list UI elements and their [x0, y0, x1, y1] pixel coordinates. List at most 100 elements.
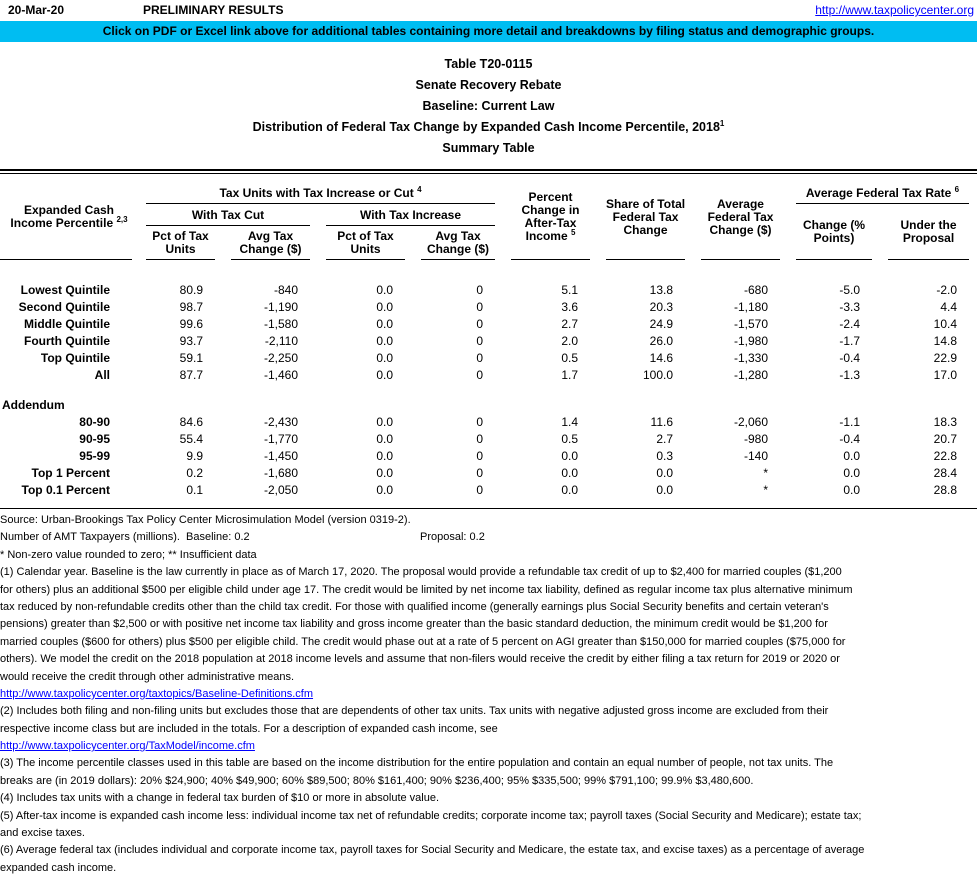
- cell: -2.0: [936, 282, 958, 297]
- cell: -2.4: [839, 316, 861, 331]
- table-top-double-rule: [0, 169, 977, 174]
- date-label: 20-Mar-20: [8, 3, 65, 17]
- cell: 24.9: [649, 316, 674, 331]
- footnote-line: tax reduced by non-refundable credits ot…: [0, 600, 829, 613]
- cell: 84.6: [179, 414, 203, 429]
- cell: 17.0: [933, 367, 958, 382]
- cell: -1,280: [733, 367, 769, 382]
- footnotes: (1) Calendar year. Baseline is the law c…: [0, 564, 977, 877]
- cell: 5.1: [561, 282, 579, 297]
- cell: 80.9: [179, 282, 203, 297]
- symbols-note: * Non-zero value rounded to zero; ** Ins…: [0, 548, 257, 561]
- cell: 0.0: [843, 465, 861, 480]
- cell: 10.4: [933, 316, 958, 331]
- row-label: Fourth Quintile: [24, 333, 110, 348]
- cell: -2,110: [264, 333, 298, 348]
- cell: 0: [476, 482, 484, 497]
- table-row: All 87.7 -1,460 0.0 0 1.7 100.0 -1,280 -1.3 17.0: [0, 366, 977, 383]
- cell: 98.7: [179, 299, 203, 314]
- cell: 0.5: [561, 431, 579, 446]
- cell: 0: [476, 350, 484, 365]
- cell: 0: [476, 282, 484, 297]
- col-header-rate-change-points: Change (% Points): [788, 204, 880, 260]
- row-label: Lowest Quintile: [20, 282, 110, 297]
- cell: 0.0: [376, 316, 393, 331]
- cell: 0.0: [656, 465, 674, 480]
- cell: 0.0: [376, 431, 393, 446]
- cell: 0.0: [843, 482, 861, 497]
- footnote-line: and excise taxes.: [0, 827, 85, 840]
- footnote-link[interactable]: http://www.taxpolicycenter.org/TaxModel/…: [0, 740, 255, 753]
- spacer-row: [0, 383, 977, 396]
- group-header-average-federal-tax-rate: Average Federal Tax Rate 6: [788, 174, 977, 204]
- footnote-line: breaks are (in 2019 dollars): 20% $24,90…: [0, 774, 754, 787]
- cell: 26.0: [649, 333, 674, 348]
- cell: 0.0: [656, 482, 674, 497]
- cell: 1.7: [561, 367, 579, 382]
- cell: -2,250: [263, 350, 298, 365]
- cell: 100.0: [642, 367, 674, 382]
- table-row: Lowest Quintile 80.9 -840 0.0 0 5.1 13.8 -680 -5…: [0, 281, 977, 298]
- cell: 0.0: [376, 482, 393, 497]
- cell: -5.0: [839, 282, 861, 297]
- footnote-line: for others) plus an additional $500 per …: [0, 583, 853, 596]
- cell: 20.7: [933, 431, 958, 446]
- cell: 0: [476, 367, 484, 382]
- cell: -140: [743, 448, 769, 463]
- cell: 0.0: [376, 465, 393, 480]
- footnote-link[interactable]: http://www.taxpolicycenter.org/taxtopics…: [0, 687, 314, 700]
- cell: 1.4: [561, 414, 579, 429]
- amt-taxpayers-line: Number of AMT Taxpayers (millions). Base…: [0, 529, 977, 546]
- footnote-line: respective income class but are included…: [0, 722, 498, 735]
- footnote-line: married couples ($600 for others) plus $…: [0, 635, 846, 648]
- cell: 22.8: [933, 448, 958, 463]
- footnote-ref-1: 1: [719, 118, 725, 128]
- row-label: Middle Quintile: [24, 316, 110, 331]
- cell: 59.1: [179, 350, 203, 365]
- cell: 55.4: [179, 431, 203, 446]
- footnote-line: (1) Calendar year. Baseline is the law c…: [0, 566, 842, 579]
- cell: 99.6: [179, 316, 203, 331]
- cell: -0.4: [839, 431, 861, 446]
- spacer-row: [0, 260, 977, 281]
- row-label: All: [94, 367, 110, 382]
- cell: 14.6: [649, 350, 674, 365]
- cell: 11.6: [650, 414, 674, 429]
- taxpolicycenter-link[interactable]: http://www.taxpolicycenter.org: [815, 3, 974, 17]
- footnote-link-line: http://www.taxpolicycenter.org/TaxModel/…: [0, 738, 977, 755]
- cell: -1.7: [839, 333, 861, 348]
- table-body: Lowest Quintile 80.9 -840 0.0 0 5.1 13.8 -680 -5…: [0, 260, 977, 508]
- source-line: Source: Urban-Brookings Tax Policy Cente…: [0, 514, 411, 526]
- col-header-rate-under-proposal: Under the Proposal: [880, 204, 977, 260]
- cell: -840: [273, 282, 298, 297]
- cell: 0.0: [561, 465, 579, 480]
- distribution-title: Distribution of Federal Tax Change by Ex…: [252, 118, 725, 134]
- cell: 2.0: [561, 333, 579, 348]
- footnote-line: (2) Includes both filing and non-filing …: [0, 705, 829, 718]
- cell: -1,330: [733, 350, 769, 365]
- cell: -0.4: [839, 350, 861, 365]
- group-header-with-tax-increase: With Tax Increase: [318, 204, 503, 226]
- cell: 93.7: [179, 333, 203, 348]
- cell: -1,770: [263, 431, 298, 446]
- table-row: 95-99 9.9 -1,450 0.0 0 0.0 0.3 -140 0.0 22.8: [0, 447, 977, 464]
- cell: 0.0: [376, 350, 393, 365]
- cell: 0.3: [656, 448, 674, 463]
- cell: -2,430: [263, 414, 298, 429]
- cell: -1,680: [263, 465, 298, 480]
- cell: 3.6: [561, 299, 579, 314]
- row-label: Second Quintile: [18, 299, 110, 314]
- cell: 0.0: [561, 448, 579, 463]
- spacer-row: [0, 498, 977, 508]
- table-row: Middle Quintile 99.6 -1,580 0.0 0 2.7 24.9 -1,5…: [0, 315, 977, 332]
- cell: 22.9: [933, 350, 958, 365]
- row-label: Top 0.1 Percent: [21, 482, 110, 497]
- cell: 2.7: [561, 316, 579, 331]
- cell: 0.1: [186, 482, 203, 497]
- cell: 0.0: [376, 448, 393, 463]
- cell: 0: [476, 431, 484, 446]
- cell: -2,060: [733, 414, 769, 429]
- table-row: 80-90 84.6 -2,430 0.0 0 1.4 11.6 -2,060 -1.1 18.3: [0, 413, 977, 430]
- cell: 0: [476, 448, 484, 463]
- col-header-pct-units-increase: Pct of Tax Units: [318, 226, 413, 260]
